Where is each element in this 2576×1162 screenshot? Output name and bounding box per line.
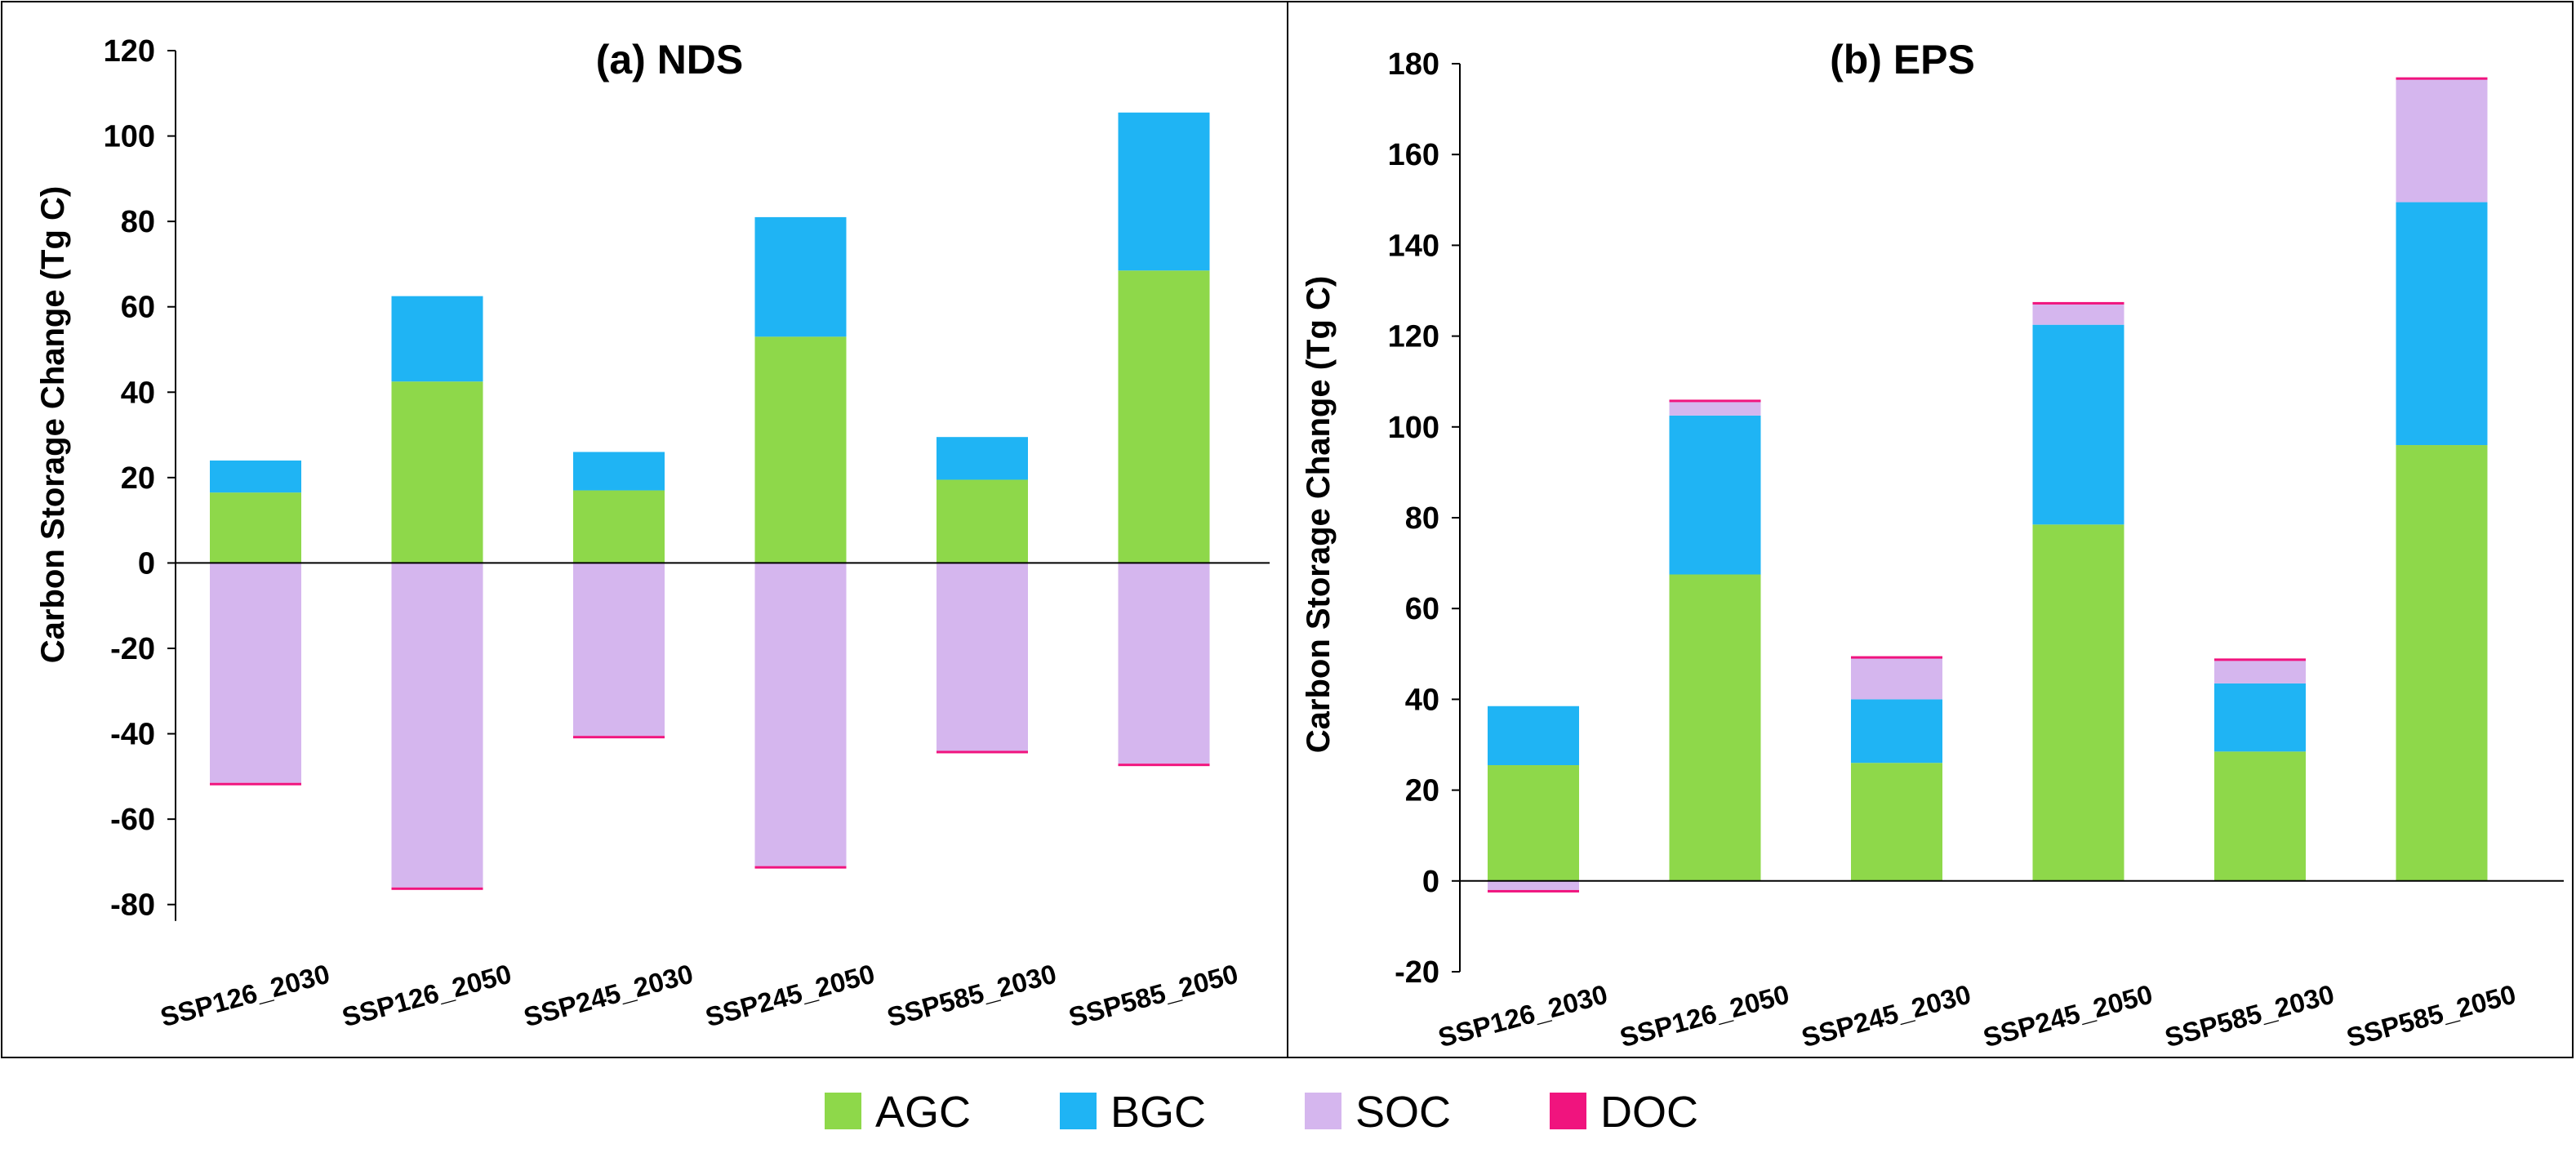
bar-agc-ssp245_2030 bbox=[573, 490, 665, 563]
bar-bgc-ssp245_2050 bbox=[754, 216, 847, 337]
legend-swatch-bgc bbox=[1060, 1093, 1097, 1129]
bar-agc-ssp585_2030 bbox=[937, 479, 1028, 563]
y-tick-label: -20 bbox=[110, 632, 155, 666]
x-tick-label: SSP126_2050 bbox=[339, 958, 514, 1032]
x-tick-label: SSP585_2030 bbox=[883, 958, 1059, 1032]
bar-doc-ssp245_2050 bbox=[2032, 301, 2124, 305]
panel-title: (b) EPS bbox=[1830, 37, 1975, 82]
y-tick-label: 40 bbox=[1405, 683, 1439, 717]
legend-label-doc: DOC bbox=[1600, 1088, 1698, 1137]
y-tick-label: 180 bbox=[1388, 47, 1439, 82]
y-axis-label: Carbon Storage Change (Tg C) bbox=[1301, 276, 1337, 753]
y-tick-label: 140 bbox=[1388, 229, 1439, 263]
y-tick-label: 60 bbox=[121, 291, 155, 325]
bar-bgc-ssp245_2030 bbox=[573, 452, 665, 491]
y-tick-label: -40 bbox=[110, 718, 155, 752]
bar-bgc-ssp126_2050 bbox=[391, 296, 483, 382]
panel-title: (a) NDS bbox=[596, 37, 744, 82]
legend-label-agc: AGC bbox=[875, 1088, 971, 1137]
y-axis-label: Carbon Storage Change (Tg C) bbox=[35, 186, 71, 663]
bar-soc-ssp585_2030 bbox=[937, 563, 1028, 751]
x-tick-label: SSP245_2030 bbox=[1798, 978, 1973, 1053]
bar-soc-ssp126_2030 bbox=[1488, 880, 1579, 890]
y-tick-label: 100 bbox=[104, 120, 155, 154]
y-tick-label: 100 bbox=[1388, 411, 1439, 445]
x-tick-label: SSP585_2030 bbox=[2161, 978, 2337, 1053]
bar-doc-ssp126_2030 bbox=[1488, 889, 1579, 893]
bar-agc-ssp245_2050 bbox=[754, 336, 847, 563]
y-tick-label: 0 bbox=[138, 546, 155, 581]
bar-bgc-ssp126_2050 bbox=[1669, 415, 1761, 575]
bar-agc-ssp585_2030 bbox=[2214, 751, 2306, 881]
bar-agc-ssp126_2050 bbox=[391, 381, 483, 563]
bar-doc-ssp126_2050 bbox=[1669, 399, 1761, 403]
bar-soc-ssp245_2030 bbox=[1851, 658, 1942, 700]
bar-bgc-ssp245_2030 bbox=[1851, 699, 1942, 764]
bar-soc-ssp245_2050 bbox=[2032, 304, 2124, 325]
x-tick-label: SSP126_2030 bbox=[157, 958, 332, 1032]
legend-swatch-soc bbox=[1305, 1093, 1341, 1129]
bar-doc-ssp585_2050 bbox=[2396, 77, 2488, 80]
x-tick-label: SSP245_2050 bbox=[702, 958, 878, 1032]
x-tick-label: SSP126_2030 bbox=[1435, 978, 1610, 1053]
x-tick-label: SSP585_2050 bbox=[1066, 958, 1241, 1032]
bar-soc-ssp126_2030 bbox=[210, 563, 301, 783]
y-tick-label: 20 bbox=[121, 461, 155, 496]
bar-soc-ssp126_2050 bbox=[1669, 402, 1761, 416]
y-tick-label: 80 bbox=[121, 205, 155, 239]
bar-agc-ssp245_2030 bbox=[1851, 763, 1942, 881]
bar-agc-ssp126_2030 bbox=[1488, 765, 1579, 881]
bar-agc-ssp585_2050 bbox=[1118, 270, 1210, 563]
bar-bgc-ssp126_2030 bbox=[1488, 706, 1579, 766]
y-tick-label: 80 bbox=[1405, 501, 1439, 536]
bar-soc-ssp245_2030 bbox=[573, 563, 665, 737]
bar-agc-ssp126_2050 bbox=[1669, 574, 1761, 881]
x-tick-label: SSP585_2050 bbox=[2343, 978, 2519, 1053]
bar-doc-ssp585_2030 bbox=[937, 750, 1028, 754]
bar-soc-ssp245_2050 bbox=[754, 563, 847, 866]
bar-bgc-ssp585_2050 bbox=[2396, 202, 2488, 446]
bar-soc-ssp585_2050 bbox=[2396, 79, 2488, 203]
y-tick-label: 160 bbox=[1388, 138, 1439, 172]
y-tick-label: 120 bbox=[104, 34, 155, 69]
y-tick-label: -60 bbox=[110, 803, 155, 837]
y-tick-label: 120 bbox=[1388, 320, 1439, 354]
panel-b-frame bbox=[1287, 1, 2574, 1058]
y-tick-label: -80 bbox=[110, 888, 155, 923]
y-tick-label: 20 bbox=[1405, 774, 1439, 808]
bar-doc-ssp245_2030 bbox=[573, 736, 665, 739]
bar-bgc-ssp585_2050 bbox=[1118, 112, 1210, 271]
x-tick-label: SSP245_2030 bbox=[520, 958, 696, 1032]
bar-doc-ssp245_2050 bbox=[754, 866, 847, 869]
bar-bgc-ssp585_2030 bbox=[937, 437, 1028, 480]
x-tick-label: SSP245_2050 bbox=[1980, 978, 2156, 1053]
bar-doc-ssp245_2030 bbox=[1851, 656, 1942, 659]
legend-swatch-agc bbox=[825, 1093, 861, 1129]
bar-soc-ssp126_2050 bbox=[391, 563, 483, 888]
bar-soc-ssp585_2030 bbox=[2214, 661, 2306, 683]
bar-doc-ssp126_2030 bbox=[210, 782, 301, 786]
bar-doc-ssp126_2050 bbox=[391, 887, 483, 890]
y-tick-label: 60 bbox=[1405, 592, 1439, 626]
bar-bgc-ssp585_2030 bbox=[2214, 683, 2306, 752]
legend-label-bgc: BGC bbox=[1110, 1088, 1206, 1137]
legend-label-soc: SOC bbox=[1355, 1088, 1451, 1137]
bar-soc-ssp585_2050 bbox=[1118, 563, 1210, 764]
bar-agc-ssp585_2050 bbox=[2396, 445, 2488, 881]
bar-doc-ssp585_2030 bbox=[2214, 658, 2306, 661]
bar-agc-ssp126_2030 bbox=[210, 492, 301, 563]
bar-agc-ssp245_2050 bbox=[2032, 524, 2124, 881]
x-tick-label: SSP126_2050 bbox=[1617, 978, 1792, 1053]
bar-bgc-ssp245_2050 bbox=[2032, 324, 2124, 525]
y-tick-label: 40 bbox=[121, 376, 155, 410]
y-tick-label: 0 bbox=[1422, 865, 1439, 899]
legend-swatch-doc bbox=[1550, 1093, 1586, 1129]
legend: AGC BGC SOC DOC bbox=[825, 1088, 1698, 1137]
y-tick-label: -20 bbox=[1395, 955, 1439, 990]
bar-bgc-ssp126_2030 bbox=[210, 460, 301, 493]
bar-doc-ssp585_2050 bbox=[1118, 764, 1210, 767]
